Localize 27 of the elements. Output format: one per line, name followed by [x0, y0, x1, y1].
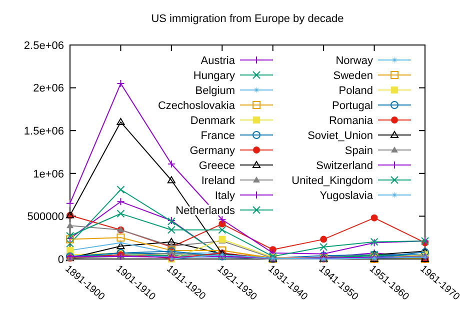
legend-label: Portugal	[332, 100, 373, 112]
legend-label: Yugoslavia	[320, 190, 374, 202]
chart-title: US immigration from Europe by decade	[151, 13, 344, 25]
y-tick-label: 0	[58, 254, 64, 266]
legend-label: Hungary	[193, 70, 236, 82]
y-tick-label: 2e+06	[33, 82, 64, 95]
y-tick-label: 1e+06	[33, 168, 64, 180]
legend-label: Greece	[198, 160, 235, 172]
legend-label: Denmark	[190, 114, 236, 127]
legend-label: Italy	[214, 190, 236, 202]
legend-label: France	[200, 130, 235, 142]
legend-label: Norway	[336, 54, 374, 67]
legend-label: Romania	[328, 114, 374, 127]
legend-label: Ireland	[201, 174, 235, 187]
legend-label: Germany	[190, 144, 236, 157]
legend-label: Austria	[200, 54, 236, 67]
legend-label: Belgium	[195, 84, 235, 97]
legend-label: Sweden	[333, 70, 373, 82]
legend-label: Spain	[344, 144, 373, 157]
y-tick-label: 2.5e+06	[24, 40, 64, 52]
y-tick-label: 1.5e+06	[24, 125, 64, 138]
legend-label: Czechoslovakia	[158, 100, 236, 112]
legend-label: Poland	[338, 84, 373, 97]
y-tick-label: 500000	[27, 211, 64, 224]
legend-label: Soviet_Union	[308, 130, 373, 142]
legend-label: Switzerland	[316, 160, 373, 172]
legend-label: United_Kingdom	[292, 174, 373, 187]
